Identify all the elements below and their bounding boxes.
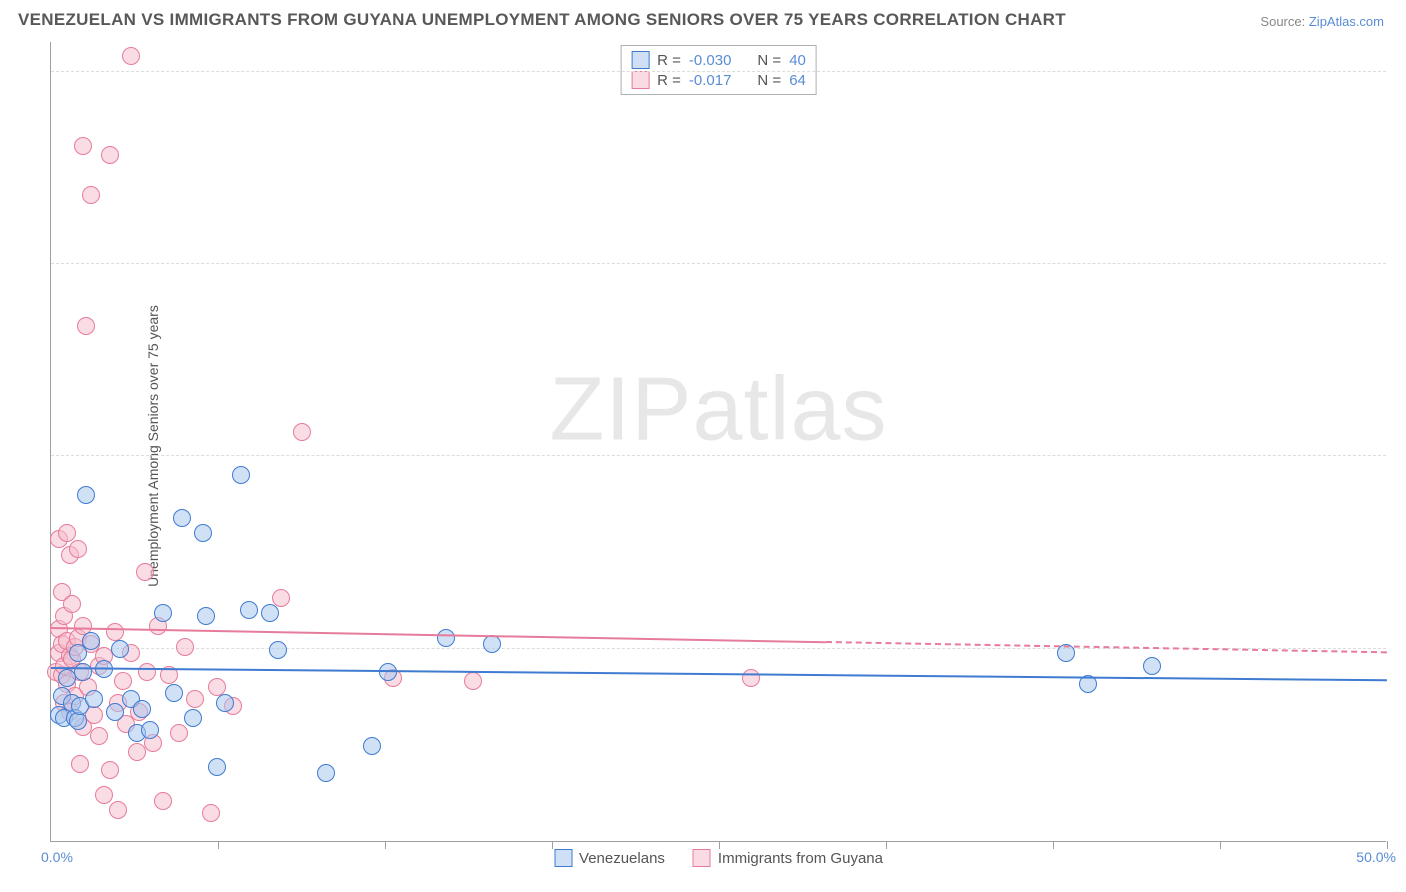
legend-item-guyana: Immigrants from Guyana [693, 849, 883, 867]
x-tick [218, 841, 219, 849]
venezuelans-point [74, 663, 92, 681]
x-tick [385, 841, 386, 849]
plot-area: ZIPatlas R =-0.030N =40R =-0.017N =64 0.… [50, 42, 1386, 842]
guyana-point [101, 146, 119, 164]
guyana-point [95, 786, 113, 804]
venezuelans-point [106, 703, 124, 721]
source-attribution: Source: ZipAtlas.com [1260, 14, 1384, 29]
stat-r-value: -0.030 [689, 52, 732, 69]
venezuelans-legend-swatch [554, 849, 572, 867]
venezuelans-point [85, 690, 103, 708]
venezuelans-point [69, 712, 87, 730]
guyana-point [138, 663, 156, 681]
guyana-point [202, 804, 220, 822]
guyana-point [74, 137, 92, 155]
venezuelans-point [165, 684, 183, 702]
guyana-point [272, 589, 290, 607]
x-tick [552, 841, 553, 849]
venezuelans-point [232, 466, 250, 484]
gridline [51, 263, 1386, 264]
guyana-swatch [631, 71, 649, 89]
venezuelans-point [194, 524, 212, 542]
venezuelans-point [77, 486, 95, 504]
stat-n-value: 40 [789, 52, 806, 69]
guyana-point [114, 672, 132, 690]
source-label: Source: [1260, 14, 1305, 29]
x-tick [1053, 841, 1054, 849]
watermark: ZIPatlas [549, 358, 887, 461]
guyana-point [77, 317, 95, 335]
chart-title: VENEZUELAN VS IMMIGRANTS FROM GUYANA UNE… [18, 10, 1066, 30]
venezuelans-point [269, 641, 287, 659]
venezuelans-point [1143, 657, 1161, 675]
correlation-chart: VENEZUELAN VS IMMIGRANTS FROM GUYANA UNE… [0, 0, 1406, 892]
x-tick [719, 841, 720, 849]
guyana-legend-swatch [693, 849, 711, 867]
guyana-point [122, 47, 140, 65]
venezuelans-point [111, 640, 129, 658]
venezuelans-point [240, 601, 258, 619]
guyana-point [128, 743, 146, 761]
x-tick [886, 841, 887, 849]
venezuelans-point [197, 607, 215, 625]
series-legend: Venezuelans Immigrants from Guyana [554, 849, 883, 867]
source-link[interactable]: ZipAtlas.com [1309, 14, 1384, 29]
venezuelans-point [208, 758, 226, 776]
x-tick [1220, 841, 1221, 849]
x-origin-label: 0.0% [41, 849, 73, 865]
x-tick [1387, 841, 1388, 849]
venezuelans-legend-label: Venezuelans [579, 850, 665, 867]
guyana-point [71, 755, 89, 773]
guyana-point [293, 423, 311, 441]
venezuelans-point [184, 709, 202, 727]
guyana-point [106, 623, 124, 641]
guyana-point [82, 186, 100, 204]
stat-n-value: 64 [789, 72, 806, 89]
venezuelans-trendline [51, 667, 1387, 681]
guyana-point [136, 563, 154, 581]
venezuelans-point [363, 737, 381, 755]
guyana-point [90, 727, 108, 745]
venezuelans-point [437, 629, 455, 647]
stats-row-guyana: R = -0.017 N = 64 [631, 70, 806, 90]
venezuelans-point [141, 721, 159, 739]
venezuelans-point [216, 694, 234, 712]
venezuelans-point [261, 604, 279, 622]
stat-n-label: N = [757, 72, 781, 89]
venezuelans-point [133, 700, 151, 718]
guyana-point [63, 595, 81, 613]
venezuelans-point [317, 764, 335, 782]
gridline [51, 71, 1386, 72]
guyana-point [176, 638, 194, 656]
venezuelans-point [173, 509, 191, 527]
gridline [51, 455, 1386, 456]
legend-item-venezuelans: Venezuelans [554, 849, 665, 867]
guyana-point [170, 724, 188, 742]
stat-n-label: N = [757, 52, 781, 69]
stat-r-value: -0.017 [689, 72, 732, 89]
guyana-legend-label: Immigrants from Guyana [718, 850, 883, 867]
stat-r-label: R = [657, 72, 681, 89]
venezuelans-swatch [631, 51, 649, 69]
guyana-point [464, 672, 482, 690]
x-max-label: 50.0% [1356, 849, 1396, 865]
venezuelans-point [154, 604, 172, 622]
guyana-point [69, 540, 87, 558]
guyana-point [186, 690, 204, 708]
stat-r-label: R = [657, 52, 681, 69]
guyana-point [109, 801, 127, 819]
guyana-point [154, 792, 172, 810]
venezuelans-point [483, 635, 501, 653]
guyana-point [101, 761, 119, 779]
stats-row-venezuelans: R = -0.030 N = 40 [631, 50, 806, 70]
venezuelans-point [82, 632, 100, 650]
guyana-point [742, 669, 760, 687]
